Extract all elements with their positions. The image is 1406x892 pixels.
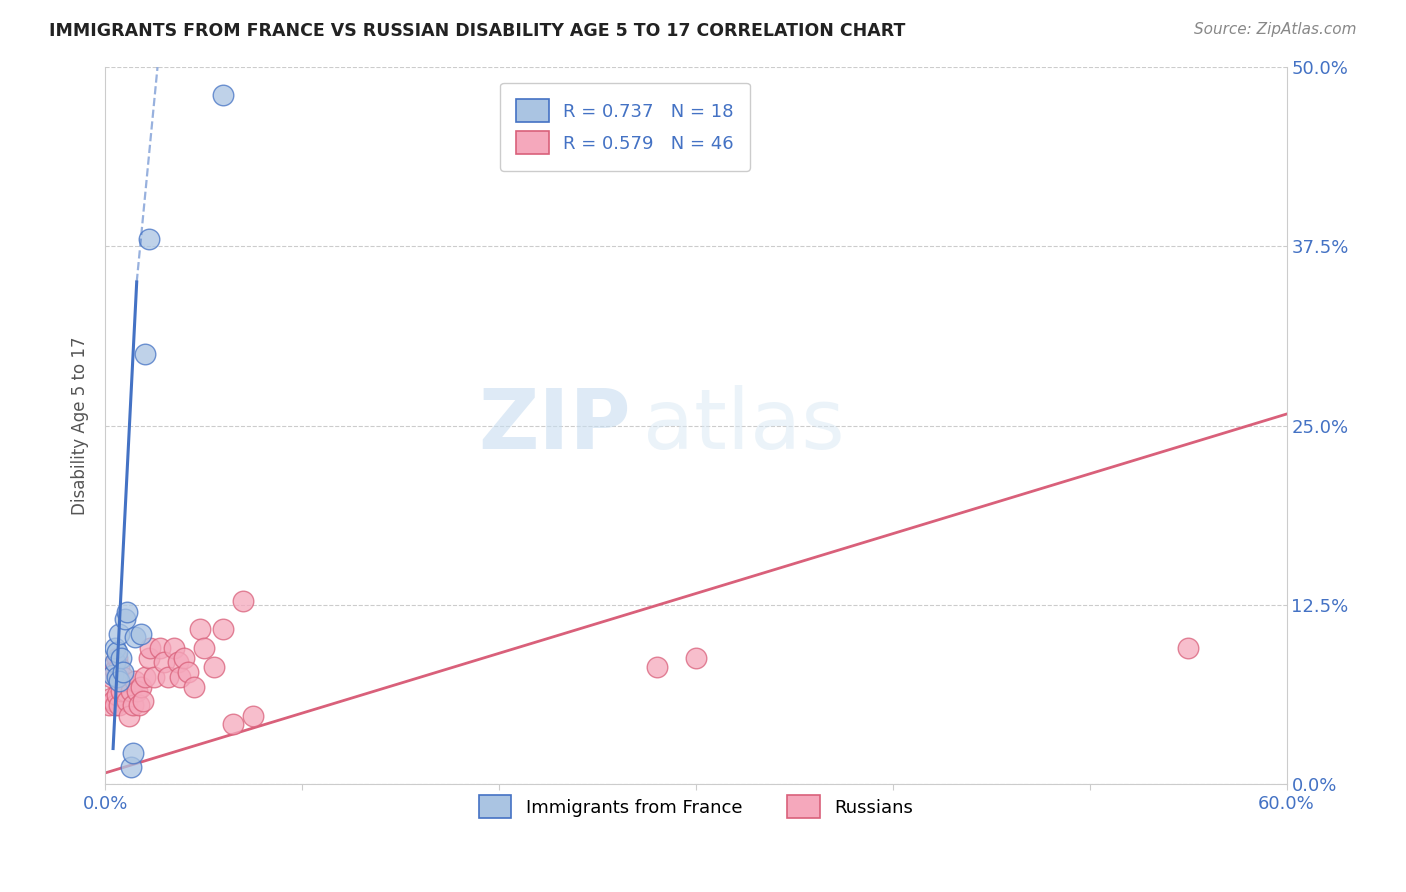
Point: [110, 684, 132, 698]
Point: [108, 698, 131, 713]
Point: [242, 708, 264, 723]
Point: [104, 656, 127, 670]
Legend: Immigrants from France, Russians: Immigrants from France, Russians: [471, 788, 921, 826]
Point: [120, 684, 142, 698]
Point: [111, 665, 134, 680]
Text: ZIP: ZIP: [478, 385, 631, 466]
Point: [153, 656, 176, 670]
Point: [143, 670, 166, 684]
Point: [149, 641, 172, 656]
Point: [169, 670, 191, 684]
Point: [157, 670, 180, 684]
Point: [114, 684, 136, 698]
Point: [104, 663, 127, 677]
Point: [115, 605, 138, 619]
Point: [105, 670, 128, 684]
Point: [177, 665, 200, 680]
Text: IMMIGRANTS FROM FRANCE VS RUSSIAN DISABILITY AGE 5 TO 17 CORRELATION CHART: IMMIGRANTS FROM FRANCE VS RUSSIAN DISABI…: [49, 22, 905, 40]
Point: [104, 698, 127, 713]
Point: [138, 232, 160, 246]
Point: [685, 651, 707, 665]
Point: [114, 612, 136, 626]
Point: [183, 680, 205, 694]
Point: [100, 691, 122, 706]
Point: [131, 694, 153, 708]
Point: [202, 659, 225, 673]
Point: [108, 626, 131, 640]
Text: Source: ZipAtlas.com: Source: ZipAtlas.com: [1194, 22, 1357, 37]
Point: [121, 698, 143, 713]
Point: [232, 593, 254, 607]
Point: [111, 670, 134, 684]
Point: [118, 708, 141, 723]
Point: [124, 674, 146, 689]
Point: [108, 659, 131, 673]
Point: [100, 670, 122, 684]
Point: [139, 641, 162, 656]
Point: [105, 651, 128, 665]
Point: [101, 659, 124, 673]
Point: [121, 746, 143, 760]
Point: [129, 680, 152, 694]
Point: [129, 626, 152, 640]
Text: atlas: atlas: [643, 385, 845, 466]
Point: [1177, 641, 1199, 656]
Point: [108, 674, 131, 689]
Point: [115, 694, 138, 708]
Point: [167, 656, 190, 670]
Point: [105, 689, 128, 703]
Point: [128, 698, 150, 713]
Point: [125, 684, 148, 698]
Point: [110, 651, 132, 665]
Point: [120, 760, 142, 774]
Point: [163, 641, 186, 656]
Point: [104, 641, 127, 656]
Point: [188, 623, 211, 637]
Point: [193, 641, 215, 656]
Point: [134, 347, 156, 361]
Point: [124, 630, 146, 644]
Point: [173, 651, 195, 665]
Point: [101, 694, 124, 708]
Point: [138, 651, 160, 665]
Y-axis label: Disability Age 5 to 17: Disability Age 5 to 17: [72, 336, 89, 515]
Point: [105, 645, 128, 659]
Point: [101, 668, 124, 682]
Point: [645, 659, 668, 673]
Point: [134, 670, 156, 684]
Point: [212, 623, 235, 637]
Point: [222, 717, 245, 731]
Point: [212, 88, 235, 103]
Point: [98, 698, 121, 713]
